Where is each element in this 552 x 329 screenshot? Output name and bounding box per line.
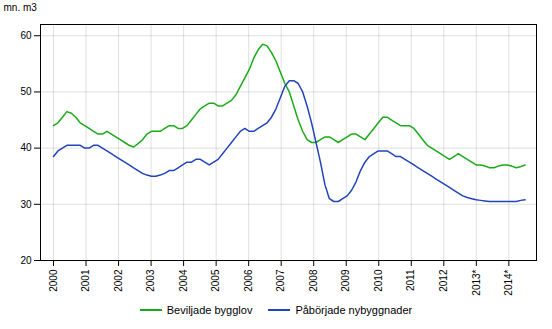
svg-text:2000: 2000: [48, 269, 59, 292]
svg-text:2007: 2007: [275, 269, 286, 292]
svg-text:2012: 2012: [438, 269, 449, 292]
svg-text:40: 40: [20, 142, 32, 153]
svg-text:2005: 2005: [210, 269, 221, 292]
svg-text:20: 20: [20, 255, 32, 266]
svg-text:2004: 2004: [178, 269, 189, 292]
svg-text:2001: 2001: [80, 269, 91, 292]
html-text:Beviljade bygglov: Beviljade bygglov: [166, 304, 253, 316]
svg-text:50: 50: [20, 86, 32, 97]
svg-text:2008: 2008: [308, 269, 319, 292]
svg-text:2013*: 2013*: [471, 269, 482, 295]
svg-text:2006: 2006: [243, 269, 254, 292]
svg-text:60: 60: [20, 30, 32, 41]
svg-text:2011: 2011: [405, 269, 416, 291]
svg-text:2003: 2003: [145, 269, 156, 292]
svg-text:2002: 2002: [113, 269, 124, 292]
html-text:Påbörjade nybyggnader: Påbörjade nybyggnader: [295, 304, 413, 316]
svg-text:mn. m3: mn. m3: [4, 2, 38, 13]
svg-text:2009: 2009: [340, 269, 351, 292]
svg-text:30: 30: [20, 199, 32, 210]
svg-text:2010: 2010: [373, 269, 384, 292]
svg-text:2014*: 2014*: [503, 269, 514, 295]
